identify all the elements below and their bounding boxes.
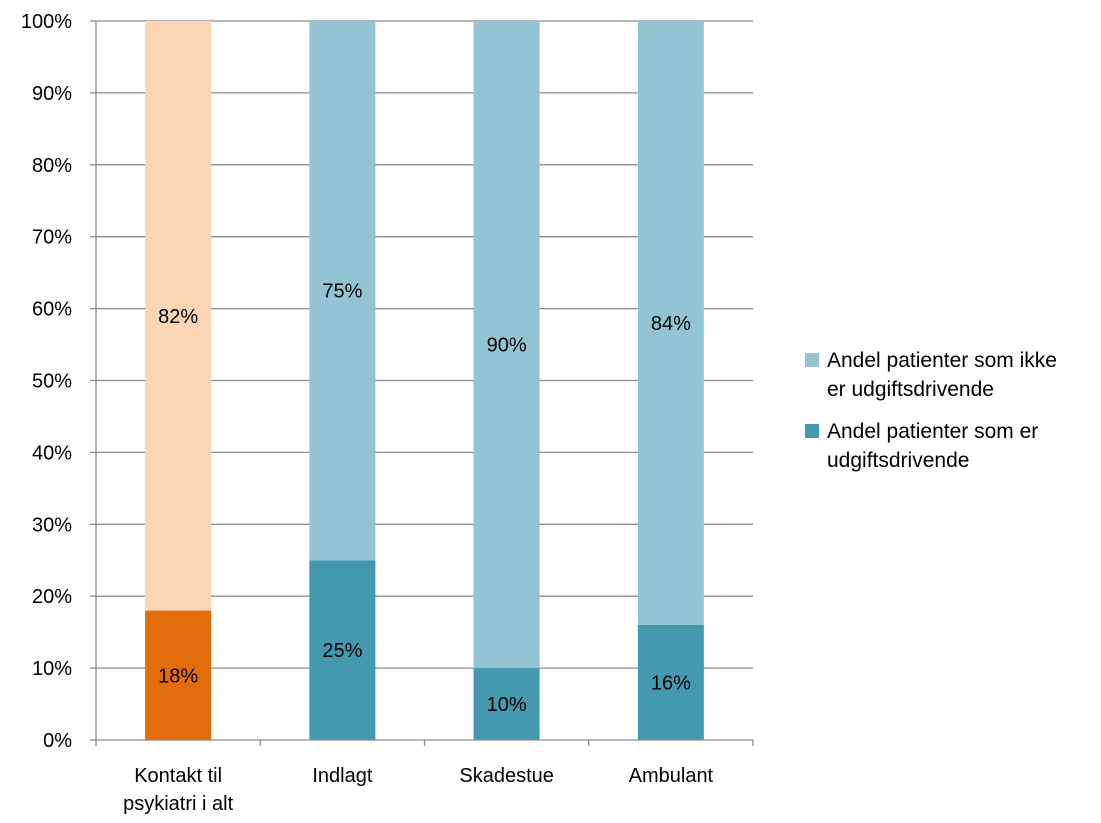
bar-segment <box>637 624 704 740</box>
y-tick-label: 40% <box>32 442 72 464</box>
data-label: 90% <box>487 335 527 357</box>
legend-label-line-1: Andel patienter som er <box>827 420 1039 443</box>
legend-item-cost-driving: Andel patienter som er udgiftsdrivende <box>805 417 1101 475</box>
x-tick-label: Ambulant <box>629 765 714 787</box>
y-tick-label: 100% <box>21 11 72 33</box>
x-tick-labels: Kontakt til psykiatri i alt Indlagt Skadest… <box>123 765 713 815</box>
bar-segment <box>145 610 212 740</box>
y-tick-label: 10% <box>32 658 72 680</box>
legend: Andel patienter som ikke er udgiftsdrive… <box>805 346 1101 488</box>
y-tick-label: 20% <box>32 586 72 608</box>
legend-label-line-2: udgiftsdrivende <box>827 449 970 472</box>
y-tick-label: 90% <box>32 83 72 105</box>
y-tick-label: 60% <box>32 299 72 321</box>
axes <box>90 20 754 746</box>
x-tick-label: Indlagt <box>312 765 372 787</box>
legend-label-line-1: Andel patienter som ikke <box>827 349 1057 372</box>
bar-segment <box>473 668 540 740</box>
data-label: 16% <box>651 672 691 694</box>
data-label: 18% <box>158 665 198 687</box>
x-tick-label: Kontakt til <box>134 765 222 787</box>
legend-item-not-cost-driving: Andel patienter som ikke er udgiftsdrive… <box>805 346 1101 404</box>
bar-segment <box>473 21 540 669</box>
data-labels: 18% 82% 25% 75% 10% 90% 16% 84% <box>158 281 691 716</box>
data-label: 10% <box>487 694 527 716</box>
legend-swatch-cost-driving <box>805 424 819 438</box>
y-tick-label: 80% <box>32 155 72 177</box>
bar-segment <box>309 21 376 561</box>
bar-segment <box>637 21 704 625</box>
bar-segment <box>145 21 212 611</box>
y-tick-labels: 0% 10% 20% 30% 40% 50% 60% 70% 80% 90% 100% <box>21 11 72 752</box>
data-label: 25% <box>322 640 362 662</box>
y-tick-label: 0% <box>43 730 72 752</box>
x-tick-label: Skadestue <box>459 765 554 787</box>
data-label: 84% <box>651 313 691 335</box>
y-tick-label: 30% <box>32 514 72 536</box>
legend-swatch-not-cost-driving <box>805 353 819 367</box>
y-tick-label: 70% <box>32 227 72 249</box>
bars <box>145 21 704 740</box>
data-label: 82% <box>158 306 198 328</box>
data-label: 75% <box>322 281 362 303</box>
x-tick-label: psykiatri i alt <box>123 793 233 815</box>
y-tick-label: 50% <box>32 371 72 393</box>
legend-label-line-2: er udgiftsdrivende <box>827 378 994 401</box>
bar-segment <box>309 560 376 740</box>
